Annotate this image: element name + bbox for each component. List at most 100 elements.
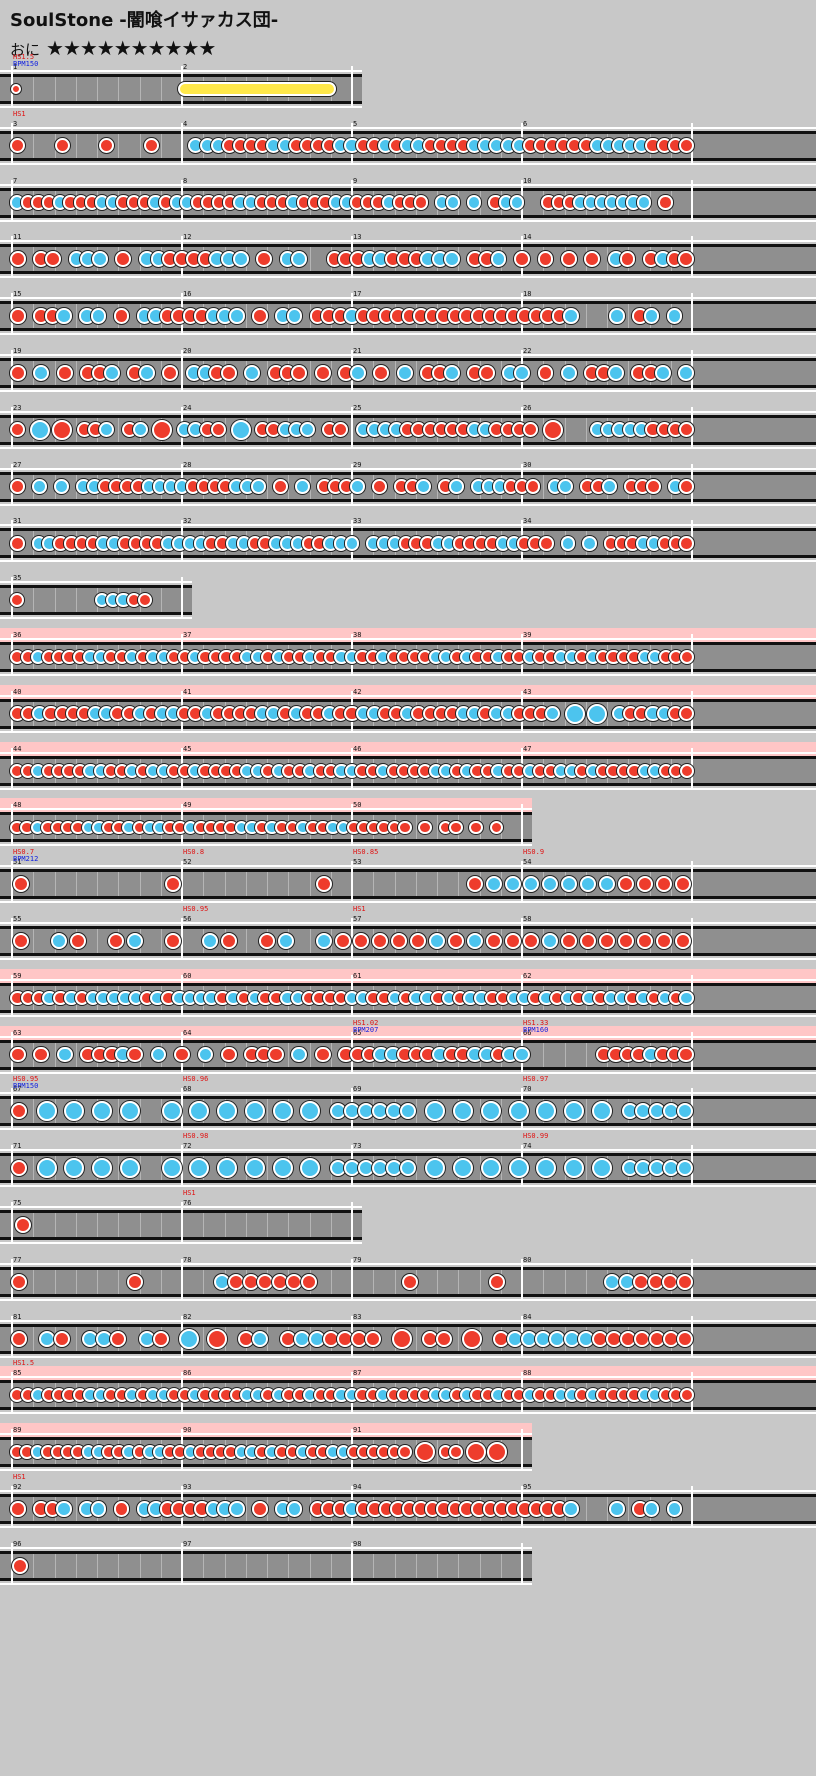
chart-title: SoulStone -闇喰イサァカス団- xyxy=(10,6,278,32)
lane-edge xyxy=(0,1469,532,1472)
measure-number: 74 xyxy=(523,1142,532,1151)
beat-tick xyxy=(330,1269,332,1294)
beat-tick xyxy=(224,872,226,897)
measure-number: 87 xyxy=(353,1369,362,1378)
ka-note xyxy=(609,308,625,324)
beat-tick xyxy=(309,929,311,953)
chart-row: 40 41 42 43 xyxy=(0,684,816,742)
ka-note xyxy=(286,308,303,324)
scroll-speed-marker: HS0.95 xyxy=(183,905,209,913)
chart-row: 31 32 33 34 xyxy=(0,514,816,571)
lane-edge xyxy=(0,297,816,300)
barline xyxy=(521,1258,523,1301)
beat-tick xyxy=(75,1497,77,1521)
beat-tick xyxy=(628,361,630,385)
measure-number: 88 xyxy=(523,1369,532,1378)
measure-number: 42 xyxy=(353,687,362,696)
beat-tick xyxy=(54,1042,56,1067)
don-note xyxy=(252,308,268,324)
beat-tick xyxy=(309,474,311,499)
measure-number: 17 xyxy=(353,290,362,299)
song-title: SoulStone xyxy=(10,10,114,31)
measure-number: 71 xyxy=(13,1142,22,1151)
lane-edge xyxy=(0,1014,816,1017)
beat-tick xyxy=(543,474,545,499)
ka-note xyxy=(399,1103,416,1120)
measure-number: 91 xyxy=(353,1426,362,1435)
chart-row: 7 8 9 10 xyxy=(0,174,816,231)
beat-tick xyxy=(564,1269,566,1294)
lane-edge xyxy=(0,1035,816,1038)
beat-tick xyxy=(607,247,608,272)
measure-number: 54 xyxy=(523,858,532,867)
don-note xyxy=(52,419,73,440)
chart-row: 36 37 38 39 xyxy=(0,628,816,685)
barline xyxy=(351,406,353,449)
ka-note xyxy=(244,1158,265,1179)
don-note xyxy=(619,251,636,268)
beat-tick xyxy=(267,1213,268,1237)
note-lane xyxy=(0,869,816,900)
measure-number: 63 xyxy=(13,1028,22,1037)
don-note xyxy=(256,251,272,268)
chart-row: 92 93 94 95 HS1 xyxy=(0,1474,816,1537)
beat-tick xyxy=(585,1156,587,1181)
beat-tick xyxy=(415,1099,417,1124)
chart-row: 23 24 25 26 xyxy=(0,401,816,458)
lane-edge xyxy=(0,1433,532,1436)
scroll-speed-marker: HS0.99 xyxy=(523,1132,549,1141)
ka-note xyxy=(448,479,464,494)
beat-tick xyxy=(288,872,290,897)
lane-edge xyxy=(0,467,816,470)
ka-note xyxy=(295,479,311,494)
ka-note xyxy=(32,479,47,494)
chart-row: 71 72 73 74 HS0.98 HS0.99 xyxy=(0,1133,816,1196)
don-note xyxy=(372,479,387,494)
scroll-speed-marker: HS1.5 xyxy=(13,53,35,61)
beat-tick xyxy=(415,1553,417,1578)
beat-tick xyxy=(288,1042,290,1067)
beat-tick xyxy=(500,1553,502,1578)
beat-tick xyxy=(33,77,35,101)
beat-tick xyxy=(160,929,162,953)
beat-tick xyxy=(33,1099,35,1124)
beat-tick xyxy=(309,1042,311,1067)
scroll-speed-marker: HS0.9 xyxy=(523,848,545,857)
barline xyxy=(691,293,693,336)
don-note xyxy=(676,1330,693,1347)
barline xyxy=(181,861,183,904)
measure-number: 96 xyxy=(13,1539,22,1548)
scroll-speed-marker: HS1.5 xyxy=(13,1359,35,1368)
beat-tick xyxy=(288,1213,290,1237)
beat-tick xyxy=(97,1213,98,1237)
measure-number: 68 xyxy=(183,1085,192,1094)
beat-tick xyxy=(245,1553,247,1578)
beat-tick xyxy=(585,1042,587,1067)
don-note xyxy=(436,1330,453,1347)
ka-note xyxy=(509,195,524,210)
measure-number: 52 xyxy=(183,858,192,867)
ka-note xyxy=(315,933,332,949)
don-note xyxy=(314,365,331,381)
measure-number: 41 xyxy=(183,687,192,696)
beat-tick xyxy=(33,1326,35,1351)
measure-number: 4 xyxy=(183,119,188,128)
measure-number: 79 xyxy=(353,1255,362,1264)
barline xyxy=(351,1258,353,1301)
lane-edge xyxy=(0,446,816,449)
beat-tick xyxy=(479,1269,481,1294)
beat-tick xyxy=(500,1156,502,1181)
ka-note xyxy=(161,1158,182,1179)
beat-tick xyxy=(564,1042,566,1067)
beat-tick xyxy=(585,1497,587,1521)
don-note xyxy=(655,876,672,893)
ka-note xyxy=(490,251,507,268)
beat-tick xyxy=(394,1553,396,1578)
measure-number: 82 xyxy=(183,1312,192,1321)
barline xyxy=(691,179,693,222)
beat-tick xyxy=(415,872,417,897)
ka-note xyxy=(679,990,694,1006)
chart-row: 48 49 50 xyxy=(0,798,816,855)
don-note xyxy=(10,83,22,95)
beat-tick xyxy=(437,1440,438,1465)
